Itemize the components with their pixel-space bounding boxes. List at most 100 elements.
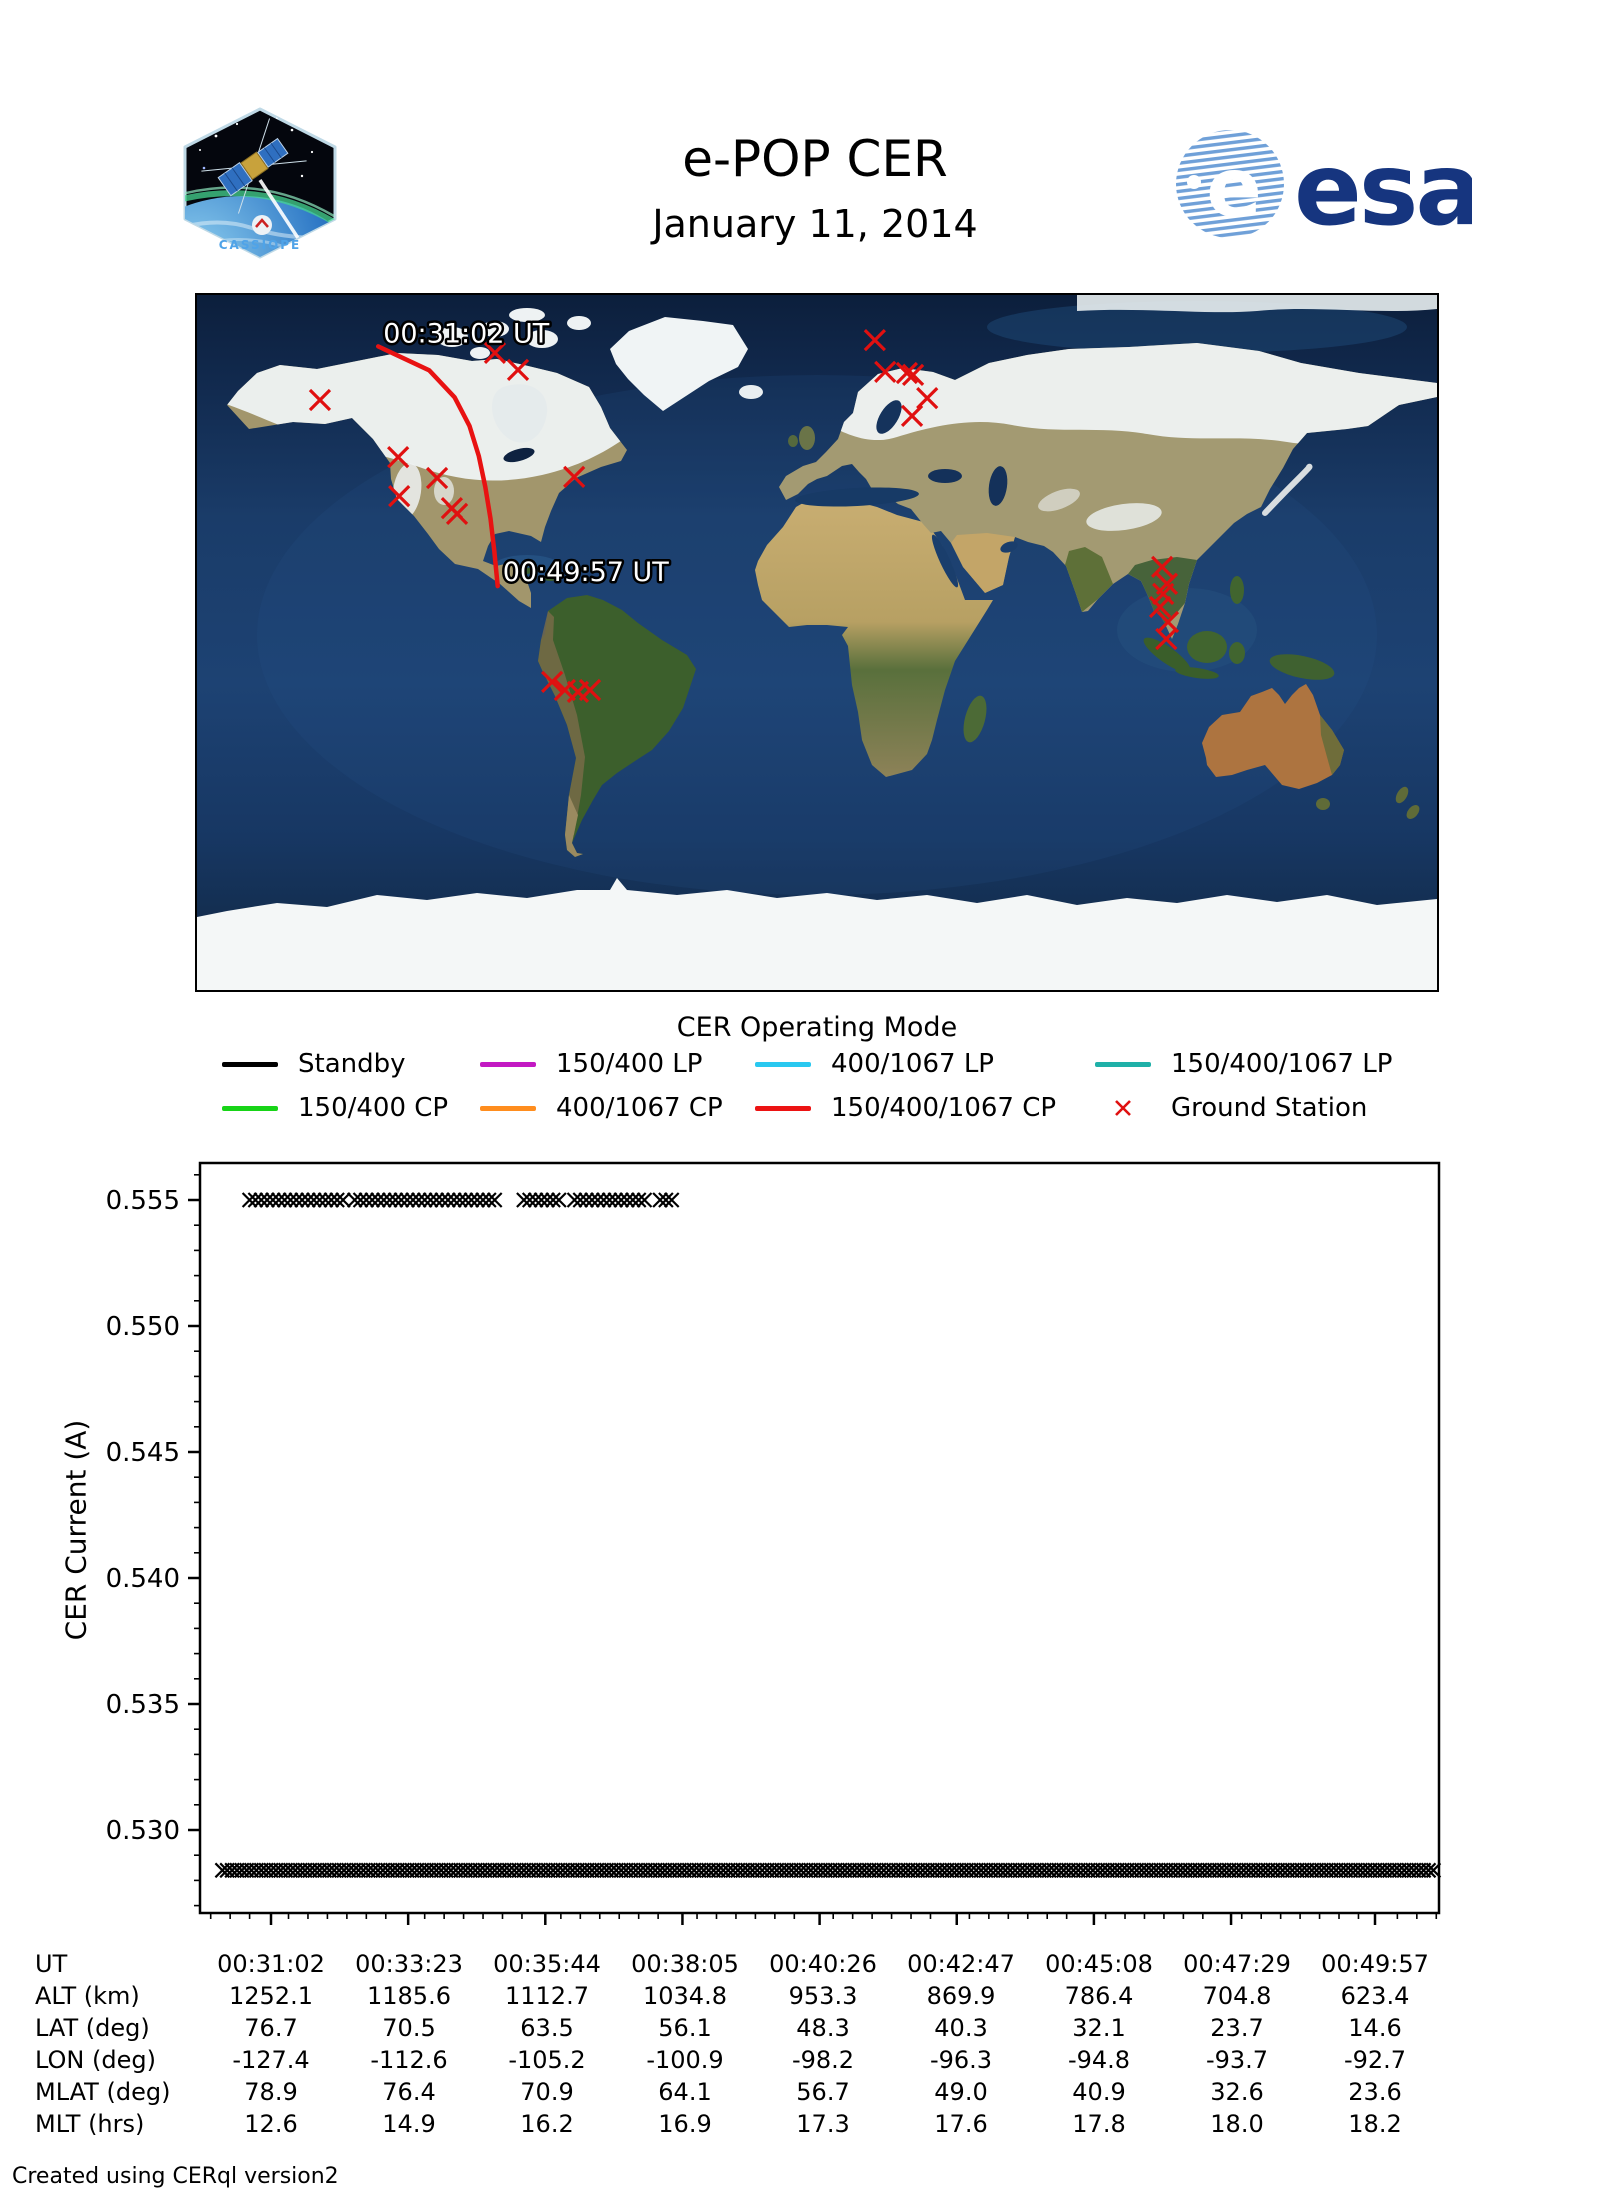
legend-item: 150/400/1067 LP: [1095, 1048, 1392, 1080]
legend-item: Ground Station: [1095, 1092, 1367, 1124]
x-data-marker: [486, 1192, 503, 1208]
table-row-label: LAT (deg): [35, 2014, 150, 2042]
x-data-marker: [411, 1192, 427, 1208]
table-row: MLAT (deg) 78.9 76.4 70.9 64.1 56.7 49.0 40.9 32…: [0, 2078, 1600, 2108]
esa-globe-icon: [1176, 130, 1284, 238]
esa-wordmark: esa: [1294, 131, 1472, 248]
table-cell: 40.3: [934, 2014, 988, 2042]
table-cell: 12.6: [244, 2110, 298, 2138]
x-data-marker: [306, 1192, 322, 1208]
table-cell: -92.7: [1343, 2046, 1407, 2074]
page-date: January 11, 2014: [652, 202, 978, 246]
table-cell: -96.3: [929, 2046, 993, 2074]
table-row-label: LON (deg): [35, 2046, 156, 2074]
x-data-marker: [288, 1192, 305, 1208]
x-data-marker: [469, 1192, 485, 1208]
y-tick-label: 0.555: [106, 1186, 180, 1216]
x-data-marker: [329, 1192, 345, 1208]
legend-item-label: 150/400/1067 CP: [831, 1093, 1057, 1123]
cer-current-plot: 0.530 0.535 0.540 0.545 0.550 0.555: [106, 1161, 1442, 1925]
x-data-marker: [428, 1192, 445, 1208]
legend-x-marker-icon: [1115, 1100, 1131, 1116]
table-cell: 18.0: [1210, 2110, 1264, 2138]
table-cell: 23.7: [1210, 2014, 1264, 2042]
legend-item: 400/1067 CP: [480, 1092, 723, 1124]
table-cell: 953.3: [788, 1982, 858, 2010]
table-cell: 40.9: [1072, 2078, 1126, 2106]
y-tick-label: 0.550: [106, 1312, 180, 1342]
ground-station-x-icon: [874, 360, 897, 383]
table-cell: 00:45:08: [1045, 1950, 1153, 1978]
ground-station-x-icon: [1152, 582, 1175, 605]
table-row: UT 00:31:02 00:33:23 00:35:44 00:38:05 00:40:…: [0, 1950, 1600, 1980]
ground-station-x-icon: [445, 502, 469, 526]
table-cell: 18.2: [1348, 2110, 1402, 2138]
x-data-marker: [294, 1192, 310, 1208]
x-data-marker: [584, 1192, 600, 1208]
table-cell: 1252.1: [229, 1982, 313, 2010]
x-data-marker: [399, 1192, 415, 1208]
x-data-marker: [457, 1192, 474, 1208]
x-data-marker: [241, 1192, 258, 1208]
x-data-marker: [566, 1192, 583, 1208]
legend-line-swatch: [222, 1061, 278, 1067]
x-data-marker: [259, 1192, 275, 1208]
x-data-marker: [440, 1192, 456, 1208]
scatter-series-standby-low-band: [214, 1862, 1442, 1879]
legend-line-swatch: [755, 1061, 811, 1067]
x-data-marker: [253, 1192, 270, 1208]
legend-item-label: 400/1067 CP: [556, 1093, 723, 1123]
x-data-marker: [663, 1192, 680, 1208]
table-cell: 14.9: [382, 2110, 436, 2138]
ground-station-x-icon: [425, 466, 449, 490]
ground-station-markers: [308, 329, 1180, 704]
table-row-label: MLT (hrs): [35, 2110, 145, 2138]
x-data-marker: [521, 1192, 538, 1208]
table-cell: 00:33:23: [355, 1950, 463, 1978]
x-data-marker: [323, 1192, 340, 1208]
patch-artwork: [185, 117, 335, 257]
x-data-marker: [630, 1192, 647, 1208]
x-data-marker: [658, 1192, 674, 1208]
ground-station-x-icon: [387, 446, 410, 469]
table-cell: 17.8: [1072, 2110, 1126, 2138]
y-tick-label: 0.545: [106, 1438, 180, 1468]
x-data-marker: [539, 1192, 555, 1208]
ground-station-x-icon: [863, 329, 886, 352]
table-row: LON (deg) -127.4 -112.6 -105.2 -100.9 -98.2 -9…: [0, 2046, 1600, 2076]
x-data-marker: [572, 1192, 589, 1208]
table-cell: 786.4: [1064, 1982, 1134, 2010]
table-cell: -98.2: [791, 2046, 855, 2074]
table-cell: 32.6: [1210, 2078, 1264, 2106]
table-cell: -127.4: [232, 2046, 310, 2074]
ground-station-x-icon: [916, 386, 939, 410]
x-data-marker: [282, 1192, 299, 1208]
ground-station-x-icon: [563, 465, 586, 488]
table-row-label: MLAT (deg): [35, 2078, 171, 2106]
table-cell: 76.4: [382, 2078, 436, 2106]
x-axis-ticks: [209, 1913, 1438, 1925]
table-cell: 49.0: [934, 2078, 988, 2106]
esa-logo: e esa: [1176, 130, 1472, 248]
x-data-marker: [595, 1192, 612, 1208]
table-cell: 1112.7: [505, 1982, 589, 2010]
ground-station-x-icon: [308, 388, 332, 412]
table-cell: 56.1: [658, 2014, 712, 2042]
legend-item: 150/400 LP: [480, 1048, 702, 1080]
table-cell: 704.8: [1202, 1982, 1272, 2010]
x-data-marker: [376, 1192, 392, 1208]
legend-item: 150/400/1067 CP: [755, 1092, 1056, 1124]
legend-item: 400/1067 LP: [755, 1048, 994, 1080]
x-data-marker: [247, 1192, 264, 1208]
table-row: MLT (hrs) 12.6 14.9 16.2 16.9 17.3 17.6 17.8 18.…: [0, 2110, 1600, 2140]
plot-axes: [198, 1161, 1441, 1915]
table-cell: 56.7: [796, 2078, 850, 2106]
x-data-marker: [416, 1192, 433, 1208]
table-cell: 00:35:44: [493, 1950, 601, 1978]
table-cell: -100.9: [646, 2046, 724, 2074]
scatter-series-standby-high-band: [241, 1192, 680, 1208]
ground-station-x-icon: [1148, 595, 1172, 619]
table-cell: 48.3: [796, 2014, 850, 2042]
table-cell: 00:47:29: [1183, 1950, 1291, 1978]
table-cell: 623.4: [1340, 1982, 1410, 2010]
